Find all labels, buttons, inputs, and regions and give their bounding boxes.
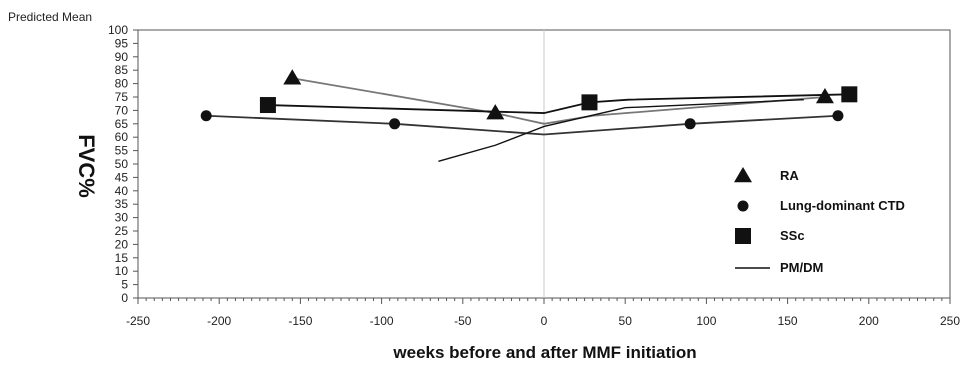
y-tick-label: 25 — [115, 224, 129, 238]
y-tick-label: 40 — [115, 184, 129, 198]
x-tick-label: -150 — [288, 314, 312, 328]
data-point-lung-dominant-ctd — [389, 118, 401, 130]
x-tick-label: -50 — [454, 314, 472, 328]
series-line-lung-dominant-ctd — [206, 114, 838, 136]
series-markers — [200, 69, 858, 130]
y-tick-label: 95 — [115, 36, 129, 50]
x-tick-label: 100 — [696, 314, 716, 328]
data-point-ssc — [841, 86, 858, 103]
data-point-lung-dominant-ctd — [200, 110, 212, 122]
y-tick-label: 35 — [115, 197, 129, 211]
series-line-ssc — [267, 93, 850, 114]
x-tick-label: -100 — [370, 314, 394, 328]
x-tick-label: 50 — [619, 314, 633, 328]
y-tick-label: 55 — [115, 144, 129, 158]
legend-symbol-lung-dominant-ctd — [737, 200, 749, 212]
y-tick-label: 60 — [115, 130, 129, 144]
x-tick-label: 0 — [541, 314, 548, 328]
data-point-ra — [283, 69, 302, 85]
legend-label-ssc: SSc — [780, 228, 805, 243]
legend: RA Lung-dominant CTD SSc PM/DM — [734, 167, 905, 275]
y-axis: 0510152025303540455055606570758085909510… — [108, 23, 138, 305]
data-point-ssc — [581, 94, 598, 111]
series-line-pm-dm — [438, 98, 804, 162]
y-tick-label: 75 — [115, 90, 129, 104]
data-point-lung-dominant-ctd — [684, 118, 696, 130]
data-point-ra — [486, 104, 505, 120]
y-tick-label: 80 — [115, 77, 129, 91]
x-tick-label: -250 — [126, 314, 150, 328]
series-line-ra — [292, 77, 826, 125]
x-axis: -250 -200 -150 -100 -50 0 50 100 150 200 250 — [126, 298, 960, 328]
x-tick-label: 250 — [940, 314, 960, 328]
legend-symbol-ra — [734, 167, 752, 183]
x-tick-label: 200 — [859, 314, 879, 328]
y-tick-label: 100 — [108, 23, 128, 37]
x-tick-label: 150 — [778, 314, 798, 328]
legend-label-ra: RA — [780, 168, 799, 183]
y-tick-label: 65 — [115, 117, 129, 131]
y-tick-label: 85 — [115, 63, 129, 77]
data-point-lung-dominant-ctd — [832, 110, 844, 122]
data-point-ssc — [259, 97, 276, 114]
legend-label-lung-dominant-ctd: Lung-dominant CTD — [780, 198, 905, 213]
y-tick-label: 70 — [115, 103, 129, 117]
y-tick-label: 10 — [115, 264, 129, 278]
y-tick-label: 45 — [115, 170, 129, 184]
series-lines — [206, 77, 850, 162]
legend-label-pm-dm: PM/DM — [780, 260, 823, 275]
x-axis-title: weeks before and after MMF initiation — [392, 343, 696, 362]
y-tick-label: 30 — [115, 211, 129, 225]
y-tick-label: 0 — [121, 291, 128, 305]
x-tick-label: -200 — [207, 314, 231, 328]
legend-symbol-ssc — [735, 228, 751, 244]
y-tick-label: 90 — [115, 50, 129, 64]
data-point-ra — [815, 88, 834, 104]
y-axis-title: FVC% — [74, 134, 99, 198]
y-tick-label: 50 — [115, 157, 129, 171]
y-tick-label: 15 — [115, 251, 129, 265]
y-tick-label: 5 — [121, 278, 128, 292]
top-label: Predicted Mean — [8, 10, 92, 24]
y-tick-label: 20 — [115, 237, 129, 251]
